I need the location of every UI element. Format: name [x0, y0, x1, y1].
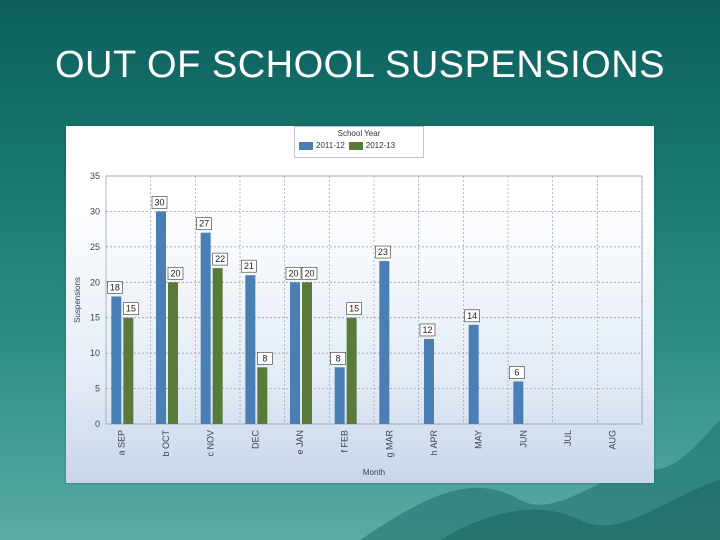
bar — [200, 232, 211, 424]
y-tick-label: 5 — [95, 384, 100, 394]
data-label-box — [301, 266, 318, 280]
x-tick-label: JUN — [518, 430, 528, 448]
bar — [111, 296, 122, 424]
y-axis-label: Suspensions — [73, 277, 82, 323]
data-label: 12 — [422, 325, 432, 335]
data-label-box — [241, 259, 257, 273]
bar — [290, 282, 300, 424]
bar — [379, 261, 390, 424]
data-label: 21 — [244, 261, 254, 271]
data-label: 23 — [378, 247, 388, 257]
data-label: 6 — [514, 367, 519, 377]
legend-item-series-2: 2012-13 — [348, 141, 396, 150]
bar — [424, 338, 434, 424]
x-tick-label: c NOV — [206, 430, 216, 457]
bar — [245, 275, 256, 424]
bar-chart: 0 5 10 15 20 25 30 35 Suspensions 18 15 a SEP 30 20 b … — [73, 171, 643, 477]
data-label: 8 — [262, 353, 267, 363]
data-label: 20 — [304, 268, 314, 278]
data-label: 27 — [199, 219, 209, 229]
data-label-box — [107, 281, 123, 294]
bar — [257, 367, 268, 424]
data-label: 8 — [336, 353, 341, 363]
data-label-box — [257, 352, 273, 365]
data-label-box — [346, 302, 362, 316]
chart-panel: 0 5 10 15 20 25 30 35 Suspensions 18 15 a SEP 30 20 b … — [66, 126, 654, 483]
bar — [346, 317, 357, 424]
data-label: 22 — [215, 254, 225, 264]
bar — [123, 317, 134, 424]
data-label: 18 — [110, 282, 120, 292]
data-label: 30 — [154, 197, 164, 207]
data-label: 20 — [170, 268, 180, 278]
y-tick-label: 20 — [90, 277, 100, 287]
y-tick-label: 15 — [90, 313, 100, 323]
data-label-box — [285, 266, 302, 280]
data-label-box — [151, 196, 168, 209]
bar — [468, 324, 479, 424]
x-tick-label: h APR — [429, 430, 439, 456]
data-label: 15 — [126, 304, 136, 314]
bar — [212, 268, 223, 424]
x-tick-label: b OCT — [161, 430, 171, 457]
bar — [168, 282, 178, 424]
x-tick-label: DEC — [250, 430, 260, 450]
legend-item-series-1: 2011-12 — [299, 141, 345, 150]
bar — [513, 381, 524, 424]
data-label-box — [196, 217, 212, 230]
bar — [302, 282, 312, 424]
x-tick-label: AUG — [608, 430, 618, 450]
y-tick-label: 10 — [90, 348, 100, 358]
slide-title: OUT OF SCHOOL SUSPENSIONS — [54, 44, 666, 86]
data-label-box — [330, 352, 346, 365]
y-tick-label: 35 — [90, 171, 100, 181]
x-tick-label: MAY — [474, 430, 484, 449]
data-label-box — [509, 366, 525, 379]
y-tick-label: 25 — [90, 242, 100, 252]
y-tick-label: 30 — [90, 206, 100, 216]
legend-label: 2012-13 — [365, 141, 396, 150]
data-label: 14 — [467, 311, 477, 321]
bar — [334, 367, 345, 424]
data-label-box — [212, 252, 228, 266]
x-tick-label: f FEB — [340, 430, 350, 453]
data-label: 15 — [349, 304, 359, 314]
legend-title: School Year — [337, 129, 381, 138]
y-tick-label: 0 — [95, 419, 100, 429]
data-label: 20 — [288, 268, 298, 278]
data-label-box — [464, 309, 480, 323]
data-label-box — [123, 302, 139, 316]
legend-label: 2011-12 — [316, 141, 345, 150]
x-tick-label: a SEP — [116, 430, 126, 456]
data-label-box — [419, 323, 436, 337]
chart-legend: School Year 2011-12 2012-13 — [294, 126, 424, 158]
data-label-box — [375, 245, 391, 259]
x-tick-label: e JAN — [295, 430, 305, 455]
data-label-box — [167, 266, 184, 280]
bar — [156, 211, 166, 424]
legend-swatch — [348, 141, 363, 150]
x-axis-label: Month — [363, 468, 385, 477]
x-tick-label: JUL — [563, 430, 573, 446]
x-tick-label: g MAR — [384, 430, 394, 458]
legend-swatch — [299, 141, 313, 150]
